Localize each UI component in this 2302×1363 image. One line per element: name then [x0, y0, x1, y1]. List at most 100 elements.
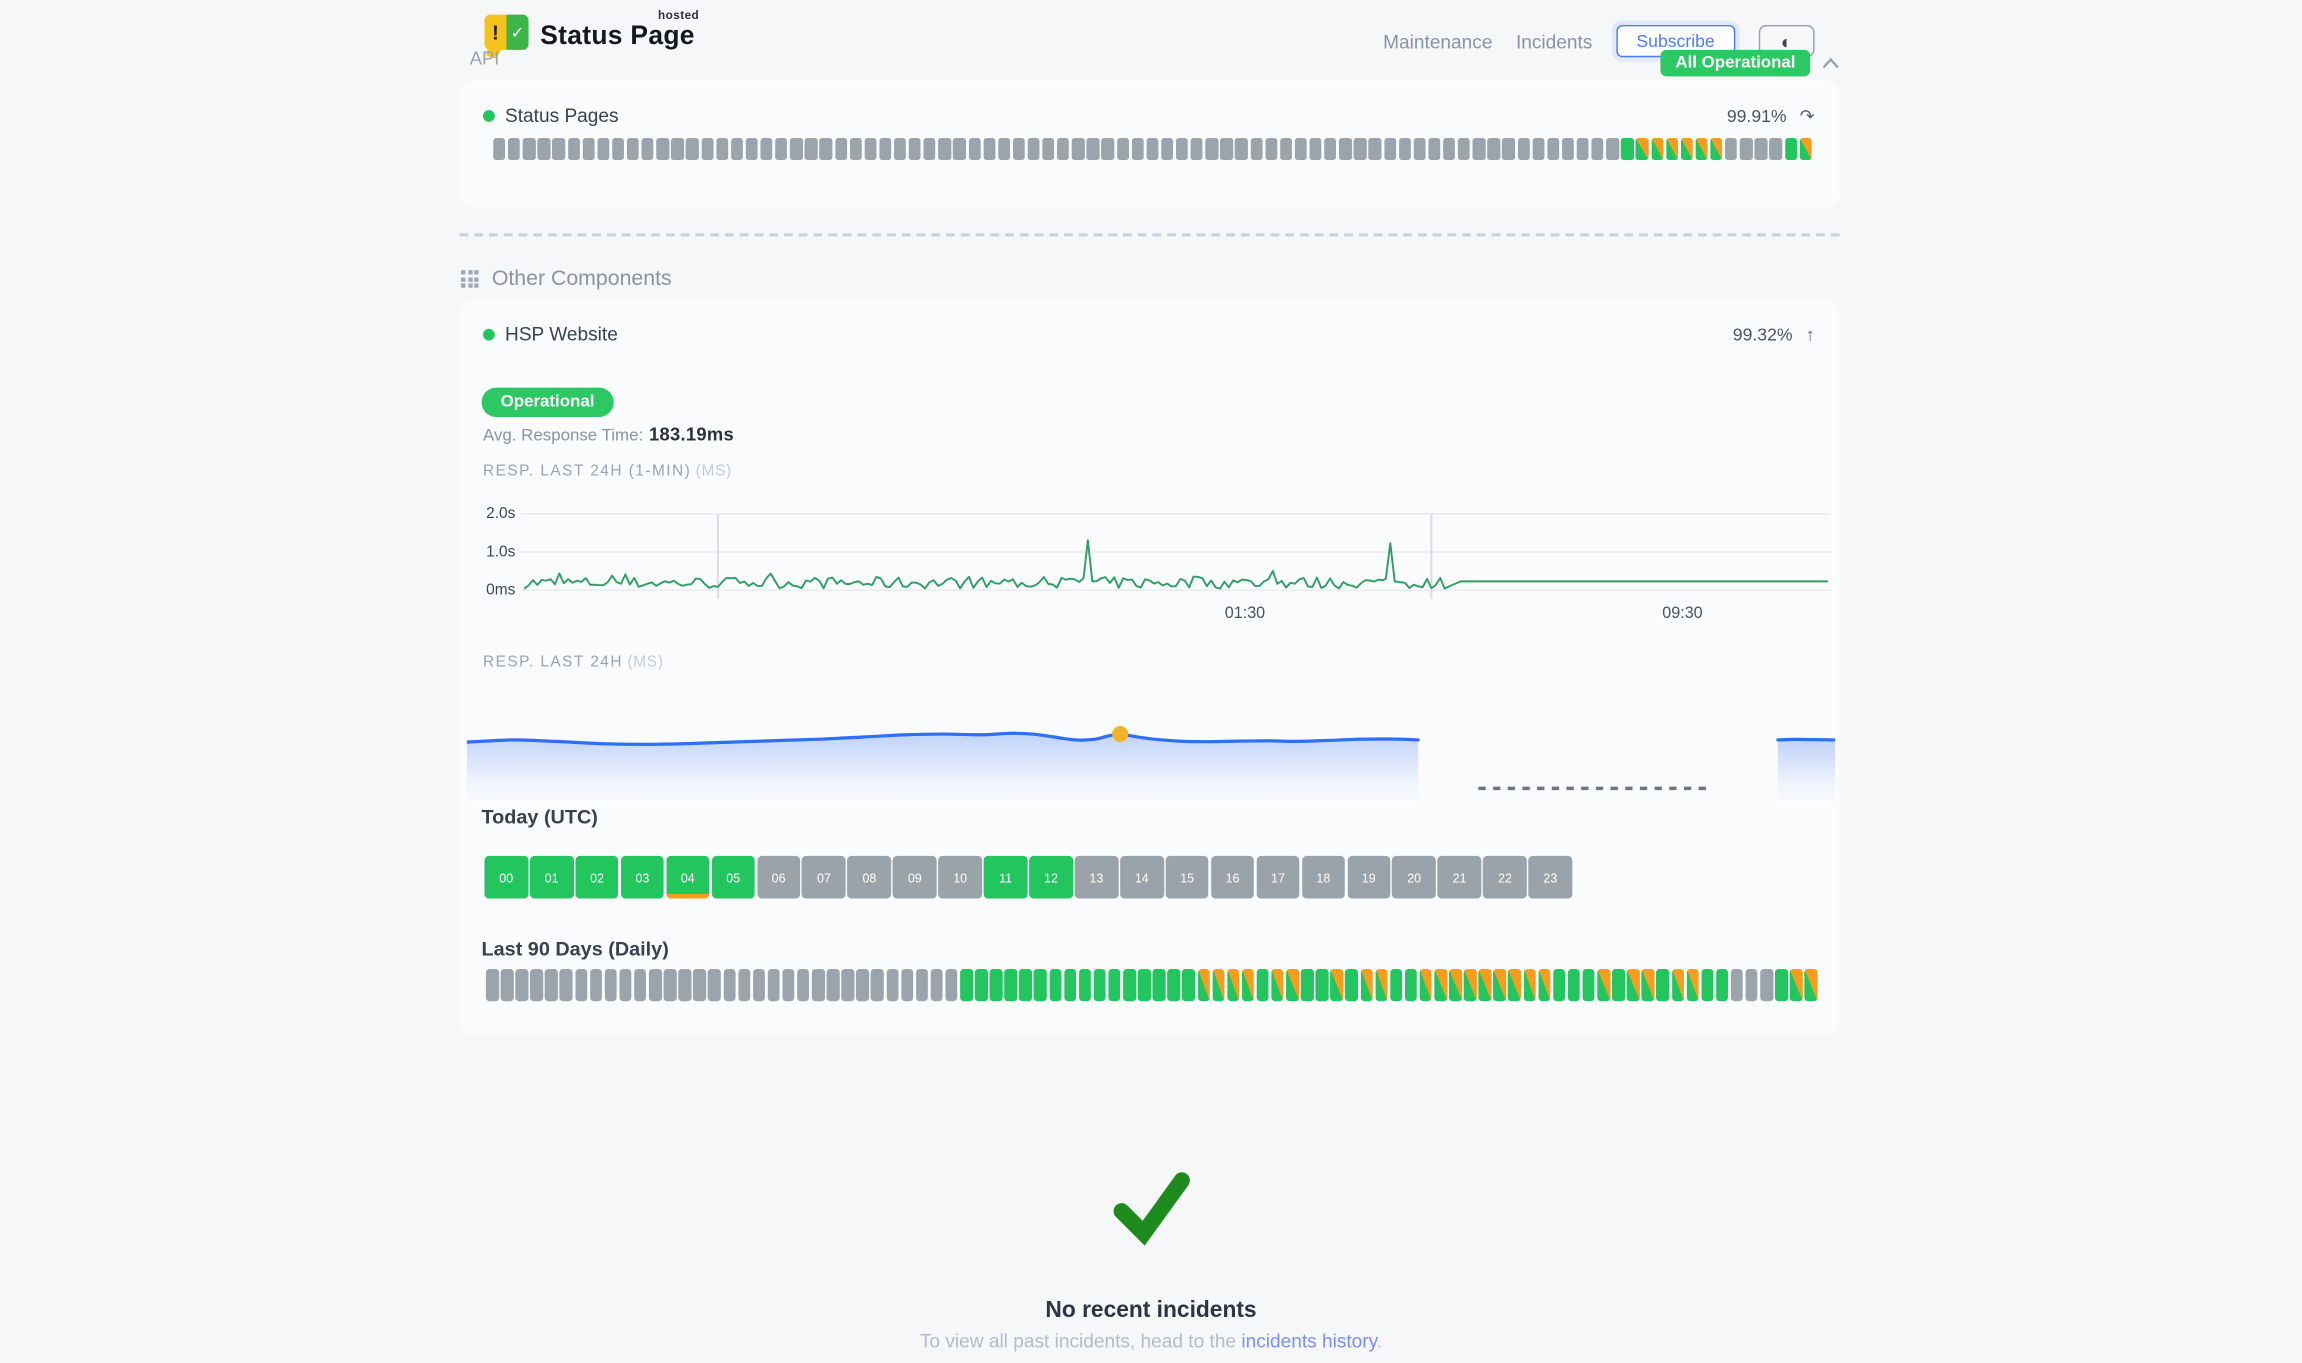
uptime-bar — [1241, 968, 1255, 1002]
uptime-bar — [1101, 138, 1114, 161]
chart2-label: RESP. LAST 24H (MS) — [483, 653, 664, 671]
uptime-bar — [522, 138, 536, 161]
uptime-bar — [908, 138, 922, 161]
component-row: Status Pages 99.91% ↷ — [460, 81, 1840, 127]
uptime-bar — [1226, 968, 1240, 1002]
uptime-bar — [1502, 138, 1515, 161]
uptime-bar — [1784, 138, 1797, 161]
section-title-api: API — [469, 48, 500, 70]
hour-label: 08 — [862, 869, 877, 885]
chart1-label: RESP. LAST 24H (1-MIN) (MS) — [483, 462, 732, 481]
uptime-bar — [1294, 138, 1307, 161]
uptime-bar — [567, 138, 580, 161]
uptime-bar — [1108, 968, 1121, 1002]
uptime-bar — [1547, 138, 1560, 161]
brand-logo-icon: ! ✓ — [484, 14, 529, 59]
uptime-bar — [1375, 968, 1388, 1002]
uptime-bar — [508, 138, 521, 161]
refresh-icon[interactable]: ↷ — [1799, 104, 1815, 126]
uptime-bar — [945, 968, 958, 1002]
uptime-bar — [1205, 138, 1218, 161]
uptime-bar — [1443, 138, 1456, 161]
uptime-bar — [597, 138, 610, 161]
uptime-bar — [767, 968, 780, 1002]
uptime-bar — [1152, 968, 1166, 1002]
hour-label: 04 — [680, 869, 695, 885]
uptime-bar — [1315, 968, 1329, 1002]
incidents-history-link[interactable]: incidents history — [1241, 1330, 1377, 1353]
no-incidents-subtitle: To view all past incidents, head to the … — [919, 1330, 1383, 1353]
hour-box-02: 02 — [575, 855, 619, 899]
uptime-bar — [671, 138, 684, 161]
uptime-bar — [1591, 138, 1604, 161]
uptime-bar — [1250, 138, 1263, 161]
nav-maintenance[interactable]: Maintenance — [1383, 30, 1493, 53]
component-row: HSP Website 99.32% ↑ — [460, 299, 1840, 345]
uptime-bar — [1093, 968, 1106, 1002]
uptime-bar — [1449, 968, 1462, 1002]
uptime-bar — [864, 138, 877, 161]
uptime-bars-strip — [493, 138, 1812, 161]
uptime-bar — [834, 138, 847, 161]
uptime-bar — [1665, 138, 1678, 161]
subscribe-button[interactable]: Subscribe — [1615, 24, 1736, 58]
uptime-bar — [648, 968, 662, 1002]
uptime-bar — [1265, 138, 1278, 161]
uptime-bar — [678, 968, 692, 1002]
uptime-bar — [1532, 138, 1545, 161]
response-history-chart — [466, 725, 1836, 805]
uptime-bar — [745, 138, 758, 161]
uptime-bar — [760, 138, 773, 161]
brand-logo[interactable]: ! ✓ Status Page hosted — [484, 9, 699, 59]
hour-box-12: 12 — [1029, 855, 1073, 899]
hourly-status-strip: 00 01 02 03 04 05 06 07 08 09 10 11 12 13 14 15 16 17 18 19… — [484, 855, 1573, 899]
hour-box-17: 17 — [1256, 855, 1300, 899]
uptime-bar — [790, 138, 803, 161]
uptime-bar — [1487, 138, 1500, 161]
uptime-bar — [1286, 968, 1299, 1002]
uptime-bar — [1309, 138, 1322, 161]
uptime-bar — [1567, 968, 1581, 1002]
uptime-bar — [1300, 968, 1314, 1002]
uptime-bar — [804, 138, 818, 161]
uptime-bar — [1324, 138, 1337, 161]
x-axis-tick: 01:30 — [1224, 604, 1266, 623]
component-name: Status Pages — [505, 104, 619, 127]
uptime-bar — [560, 968, 573, 1002]
hour-label: 16 — [1225, 869, 1240, 885]
last90-title: Last 90 Days (Daily) — [481, 938, 669, 961]
uptime-bar — [819, 138, 833, 161]
uptime-bar — [708, 968, 721, 1002]
uptime-bar — [1354, 138, 1367, 161]
uptime-bar — [1597, 968, 1610, 1002]
chevron-up-icon[interactable] — [1822, 57, 1840, 69]
uptime-bar — [1345, 968, 1358, 1002]
uptime-bar — [1641, 968, 1655, 1002]
uptime-bar — [983, 138, 996, 161]
uptime-bar — [1383, 138, 1396, 161]
status-badge: All Operational — [1660, 49, 1811, 77]
uptime-bar — [1220, 138, 1233, 161]
uptime-bar — [1146, 138, 1159, 161]
uptime-bar — [537, 138, 551, 161]
uptime-bar — [1176, 138, 1189, 161]
uptime-bar — [1049, 968, 1062, 1002]
uptime-bar — [1769, 138, 1782, 161]
uptime-bar — [1086, 138, 1100, 161]
hour-label: 03 — [635, 869, 650, 885]
uptime-bar — [886, 968, 899, 1002]
uptime-bar — [1434, 968, 1447, 1002]
nav-incidents[interactable]: Incidents — [1515, 30, 1593, 53]
uptime-bar — [1116, 138, 1129, 161]
uptime-bar — [1419, 968, 1433, 1002]
response-time-chart-1min — [521, 513, 1831, 599]
uptime-bar — [1612, 968, 1625, 1002]
y-axis-tick: 1.0s — [486, 543, 516, 561]
uptime-bar — [1754, 138, 1768, 161]
hour-box-01: 01 — [529, 855, 574, 899]
uptime-bar — [1715, 968, 1729, 1002]
overall-status-row: All Operational — [1660, 49, 1840, 77]
uptime-bar — [1552, 968, 1566, 1002]
uptime-bar — [1760, 968, 1773, 1002]
uptime-bar — [1072, 138, 1085, 161]
